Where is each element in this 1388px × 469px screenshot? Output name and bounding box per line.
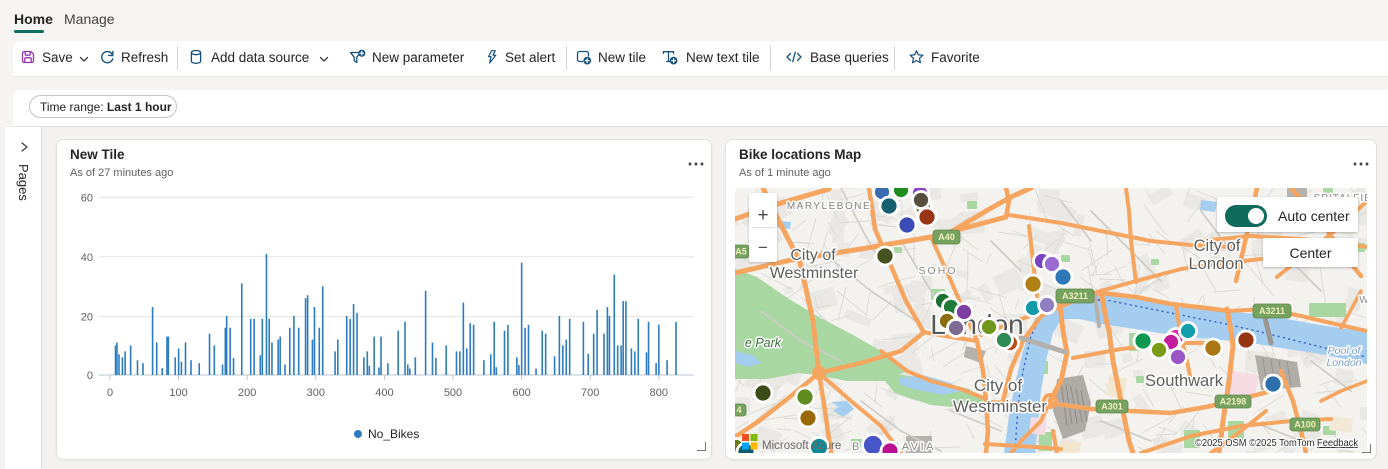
svg-text:800: 800 — [650, 387, 668, 399]
svg-text:London: London — [1326, 357, 1361, 369]
svg-text:−: − — [758, 238, 768, 257]
svg-text:Pool of: Pool of — [1328, 345, 1362, 357]
svg-text:100: 100 — [169, 387, 187, 399]
svg-text:Westminster: Westminster — [953, 397, 1047, 416]
svg-text:60: 60 — [81, 192, 93, 204]
svg-text:Southwark: Southwark — [1145, 372, 1224, 390]
svg-text:500: 500 — [444, 387, 462, 399]
svg-text:4: 4 — [736, 405, 741, 415]
svg-text:300: 300 — [307, 387, 325, 399]
svg-text:A3211: A3211 — [1062, 291, 1088, 301]
svg-text:City of: City of — [974, 376, 1022, 395]
svg-text:400: 400 — [375, 387, 393, 399]
svg-text:A40: A40 — [938, 232, 955, 242]
svg-text:A301: A301 — [1101, 402, 1123, 412]
svg-text:A100: A100 — [1294, 420, 1316, 430]
svg-text:A2198: A2198 — [1220, 397, 1247, 407]
svg-text:600: 600 — [512, 387, 530, 399]
svg-text:700: 700 — [581, 387, 599, 399]
svg-text:Microsoft Azure: Microsoft Azure — [762, 440, 841, 452]
svg-text:MARYLEBONE: MARYLEBONE — [787, 201, 871, 212]
svg-text:A5: A5 — [735, 247, 747, 257]
svg-text:0: 0 — [87, 370, 93, 382]
svg-text:W: W — [1359, 295, 1367, 306]
svg-text:©2025 OSM ©2025 TomTom Feedb: ©2025 OSM ©2025 TomTom Feedback — [1195, 437, 1359, 449]
svg-text:e Park: e Park — [745, 336, 782, 350]
svg-text:Auto center: Auto center — [1278, 208, 1350, 224]
svg-text:+: + — [757, 205, 768, 226]
svg-text:0: 0 — [107, 387, 113, 399]
svg-text:Center: Center — [1289, 245, 1331, 261]
svg-text:20: 20 — [81, 312, 93, 324]
svg-text:London: London — [1188, 255, 1243, 273]
svg-text:40: 40 — [81, 252, 93, 264]
svg-text:No_Bikes: No_Bikes — [368, 427, 419, 441]
svg-text:Westminster: Westminster — [770, 265, 859, 282]
svg-text:200: 200 — [238, 387, 256, 399]
svg-text:City of: City of — [790, 247, 836, 264]
svg-text:A3211: A3211 — [1259, 306, 1285, 316]
svg-text:SOHO: SOHO — [919, 265, 958, 277]
svg-text:City of: City of — [1194, 237, 1241, 255]
